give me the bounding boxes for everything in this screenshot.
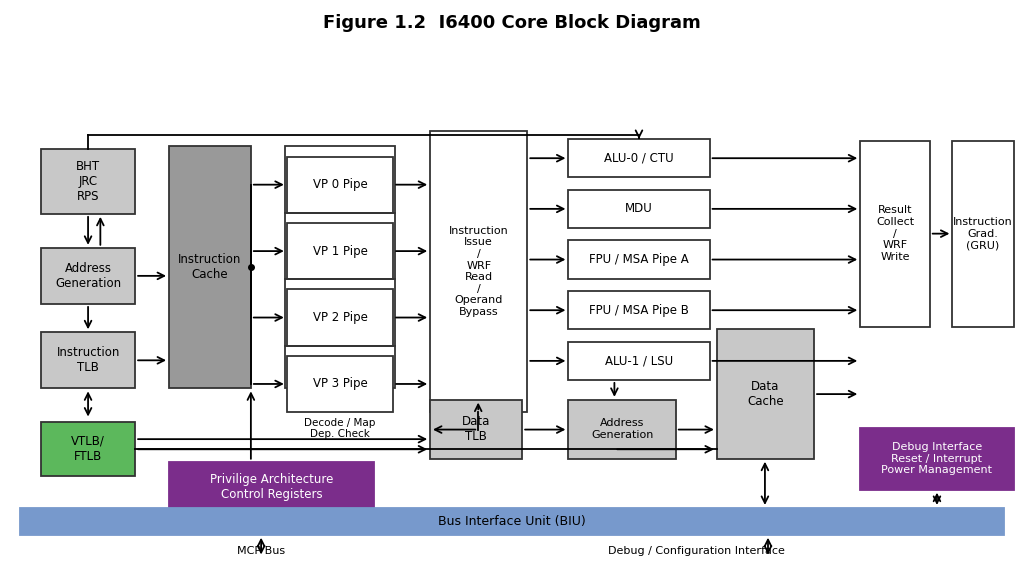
Text: Decode / Map
Dep. Check: Decode / Map Dep. Check (304, 418, 376, 439)
Bar (287, 223, 393, 279)
Text: Debug / Configuration Interface: Debug / Configuration Interface (608, 546, 784, 556)
Text: Instruction
Grad.
(GRU): Instruction Grad. (GRU) (953, 217, 1013, 250)
Text: VTLB/
FTLB: VTLB/ FTLB (71, 435, 105, 463)
Bar (430, 131, 527, 412)
Text: Data
TLB: Data TLB (462, 415, 490, 443)
Bar (285, 146, 395, 388)
Bar (169, 462, 374, 512)
Text: Result
Collect
/
WRF
Write: Result Collect / WRF Write (876, 205, 914, 262)
Text: ALU-1 / LSU: ALU-1 / LSU (605, 354, 673, 368)
Bar (20, 508, 1004, 535)
Text: FPU / MSA Pipe A: FPU / MSA Pipe A (589, 253, 689, 266)
Text: VP 0 Pipe: VP 0 Pipe (312, 178, 368, 191)
Bar (568, 240, 710, 279)
Bar (568, 291, 710, 329)
Bar (41, 149, 135, 214)
Text: ALU-0 / CTU: ALU-0 / CTU (604, 151, 674, 165)
Text: FPU / MSA Pipe B: FPU / MSA Pipe B (589, 303, 689, 317)
Bar (287, 356, 393, 412)
Bar (568, 190, 710, 228)
Bar (41, 422, 135, 476)
Text: VP 3 Pipe: VP 3 Pipe (312, 377, 368, 391)
Bar (287, 289, 393, 346)
Bar (860, 428, 1014, 490)
Text: BHT
JRC
RPS: BHT JRC RPS (76, 160, 100, 203)
Bar (568, 400, 676, 459)
Bar (287, 157, 393, 213)
Text: Data
Cache: Data Cache (748, 380, 783, 408)
Text: Address
Generation: Address Generation (55, 262, 121, 290)
Bar (860, 141, 930, 327)
Bar (717, 329, 814, 459)
Bar (568, 342, 710, 380)
Text: Instruction
Cache: Instruction Cache (178, 253, 242, 282)
Text: Bus Interface Unit (BIU): Bus Interface Unit (BIU) (438, 515, 586, 528)
Bar (41, 248, 135, 304)
Text: Instruction
TLB: Instruction TLB (56, 346, 120, 374)
Text: Debug Interface
Reset / Interrupt
Power Management: Debug Interface Reset / Interrupt Power … (882, 443, 992, 475)
Text: Address
Generation: Address Generation (591, 418, 653, 440)
Text: Privilige Architecture
Control Registers: Privilige Architecture Control Registers (210, 473, 333, 501)
Text: Instruction
Issue
/
WRF
Read
/
Operand
Bypass: Instruction Issue / WRF Read / Operand B… (449, 226, 509, 317)
Bar (41, 332, 135, 388)
Text: VP 1 Pipe: VP 1 Pipe (312, 244, 368, 258)
Text: Figure 1.2  I6400 Core Block Diagram: Figure 1.2 I6400 Core Block Diagram (324, 14, 700, 32)
Bar (169, 146, 251, 388)
Text: MCP Bus: MCP Bus (238, 546, 285, 556)
Bar (568, 139, 710, 177)
Text: VP 2 Pipe: VP 2 Pipe (312, 311, 368, 324)
Bar (430, 400, 522, 459)
Text: MDU: MDU (625, 202, 653, 216)
Bar (952, 141, 1014, 327)
